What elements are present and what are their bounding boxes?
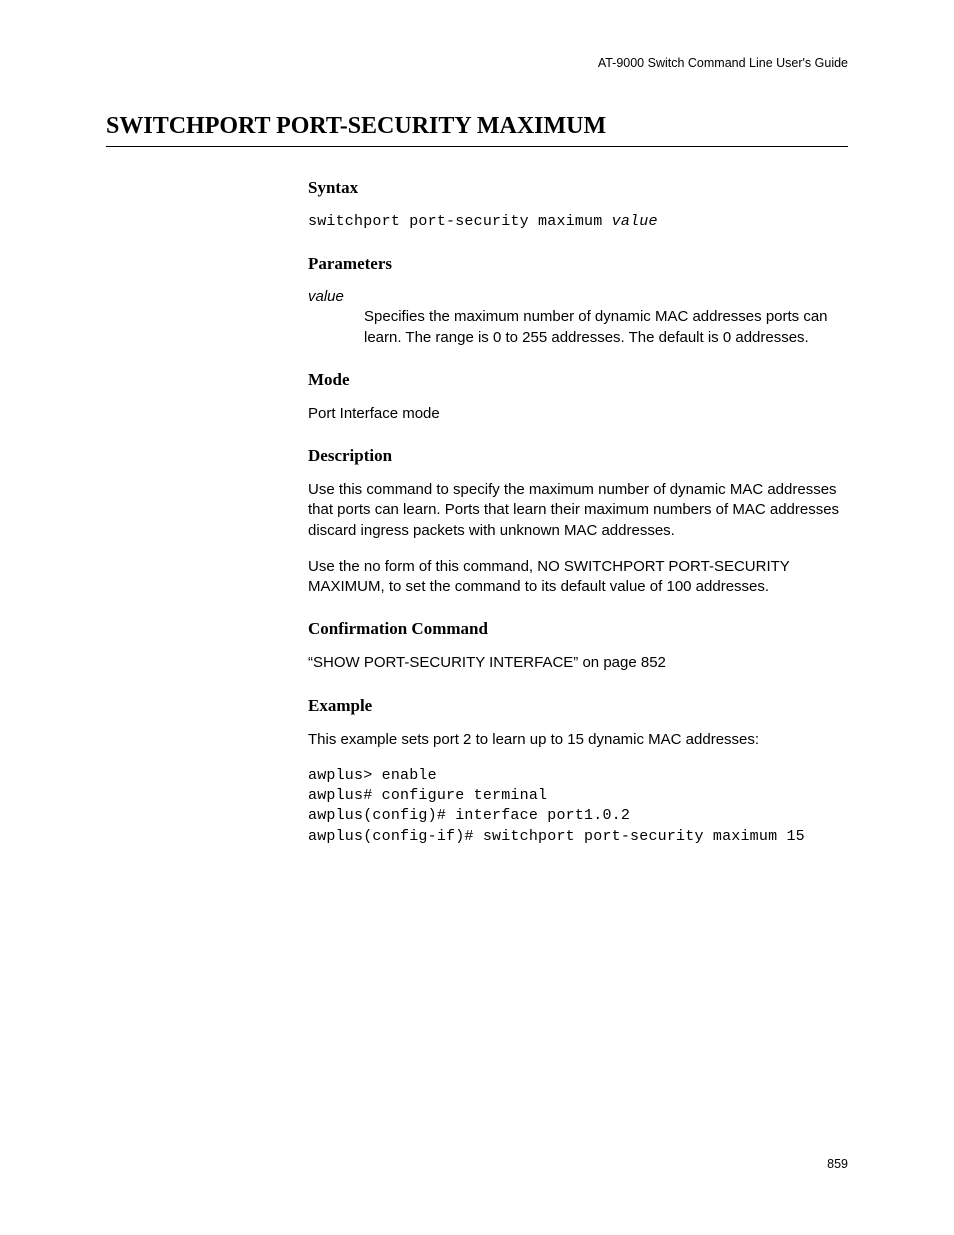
- section-heading-syntax: Syntax: [308, 178, 848, 198]
- parameter-name: value: [308, 288, 848, 305]
- section-heading-parameters: Parameters: [308, 254, 848, 274]
- description-p2: Use the no form of this command, NO SWIT…: [308, 557, 848, 598]
- description-p1: Use this command to specify the maximum …: [308, 480, 848, 541]
- example-intro: This example sets port 2 to learn up to …: [308, 730, 848, 750]
- syntax-arg: value: [612, 213, 658, 230]
- section-heading-example: Example: [308, 696, 848, 716]
- syntax-prefix: switchport port-security maximum: [308, 213, 612, 230]
- section-heading-confirmation: Confirmation Command: [308, 619, 848, 639]
- page: AT-9000 Switch Command Line User's Guide…: [0, 0, 954, 1235]
- page-title: SWITCHPORT PORT-SECURITY MAXIMUM: [106, 113, 848, 147]
- content-area: Syntax switchport port-security maximum …: [308, 178, 848, 847]
- confirmation-text: “SHOW PORT-SECURITY INTERFACE” on page 8…: [308, 653, 848, 673]
- running-header: AT-9000 Switch Command Line User's Guide: [598, 56, 848, 70]
- example-code: awplus> enable awplus# configure termina…: [308, 766, 848, 847]
- mode-text: Port Interface mode: [308, 404, 848, 424]
- syntax-command: switchport port-security maximum value: [308, 212, 848, 232]
- parameter-description: Specifies the maximum number of dynamic …: [364, 307, 848, 348]
- section-heading-mode: Mode: [308, 370, 848, 390]
- page-number: 859: [827, 1157, 848, 1171]
- section-heading-description: Description: [308, 446, 848, 466]
